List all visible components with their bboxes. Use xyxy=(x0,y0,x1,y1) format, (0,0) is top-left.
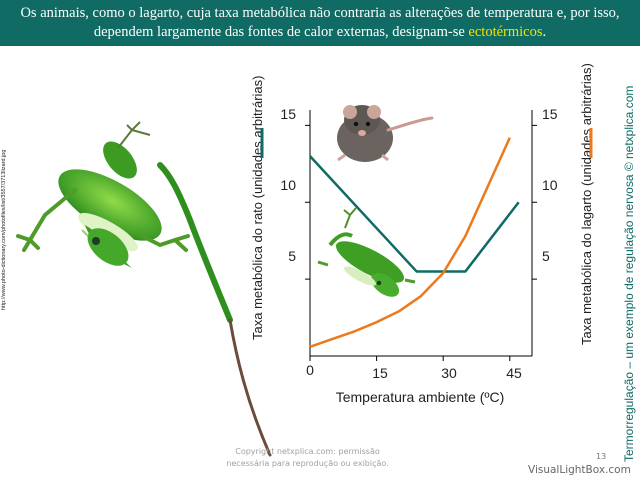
x-tick-label: 15 xyxy=(372,365,388,381)
header-banner: Os animais, como o lagarto, cuja taxa me… xyxy=(0,0,640,46)
rat-metabolic-line xyxy=(309,155,520,273)
x-tick-label: 45 xyxy=(506,365,522,381)
y-left-tick-label: 5 xyxy=(288,248,296,264)
small-lizard-illustration xyxy=(317,207,416,297)
chart-series xyxy=(309,137,520,348)
y-right-axis-label: Taxa metabólica do lagarto (unidades arb… xyxy=(579,63,594,345)
header-highlight: ectotérmicos xyxy=(468,24,543,40)
header-text-end: . xyxy=(542,24,547,40)
y-left-axis-label: Taxa metabólica do rato (unidades arbitr… xyxy=(250,76,265,340)
header-text: Os animais, como o lagarto, cuja taxa me… xyxy=(20,5,620,40)
y-right-tick-label: 5 xyxy=(542,248,550,264)
x-axis-label: Temperatura ambiente (ºC) xyxy=(336,389,505,405)
chart-axes xyxy=(305,110,537,361)
copyright-notice: Copyright netxplica.com: permissão neces… xyxy=(226,447,389,468)
x-tick-label: 0 xyxy=(306,362,314,378)
vertical-title: Termorregulação – um exemplo de regulaçã… xyxy=(622,85,636,462)
page-number: 13 xyxy=(596,452,607,461)
y-right-tick-label: 15 xyxy=(542,106,558,122)
y-right-tick-label: 10 xyxy=(542,177,558,193)
y-left-tick-label: 10 xyxy=(280,177,296,193)
large-lizard-illustration xyxy=(16,121,272,457)
x-tick-label: 30 xyxy=(441,365,457,381)
lizard-metabolic-line xyxy=(309,137,511,348)
rat-illustration xyxy=(337,105,434,162)
tick-marks xyxy=(305,124,537,361)
watermark-link[interactable]: VisualLightBox.com xyxy=(528,464,631,476)
image-source-url: http://www.photo-dictionary.com/photofil… xyxy=(1,149,7,310)
y-left-tick-label: 15 xyxy=(280,106,296,122)
